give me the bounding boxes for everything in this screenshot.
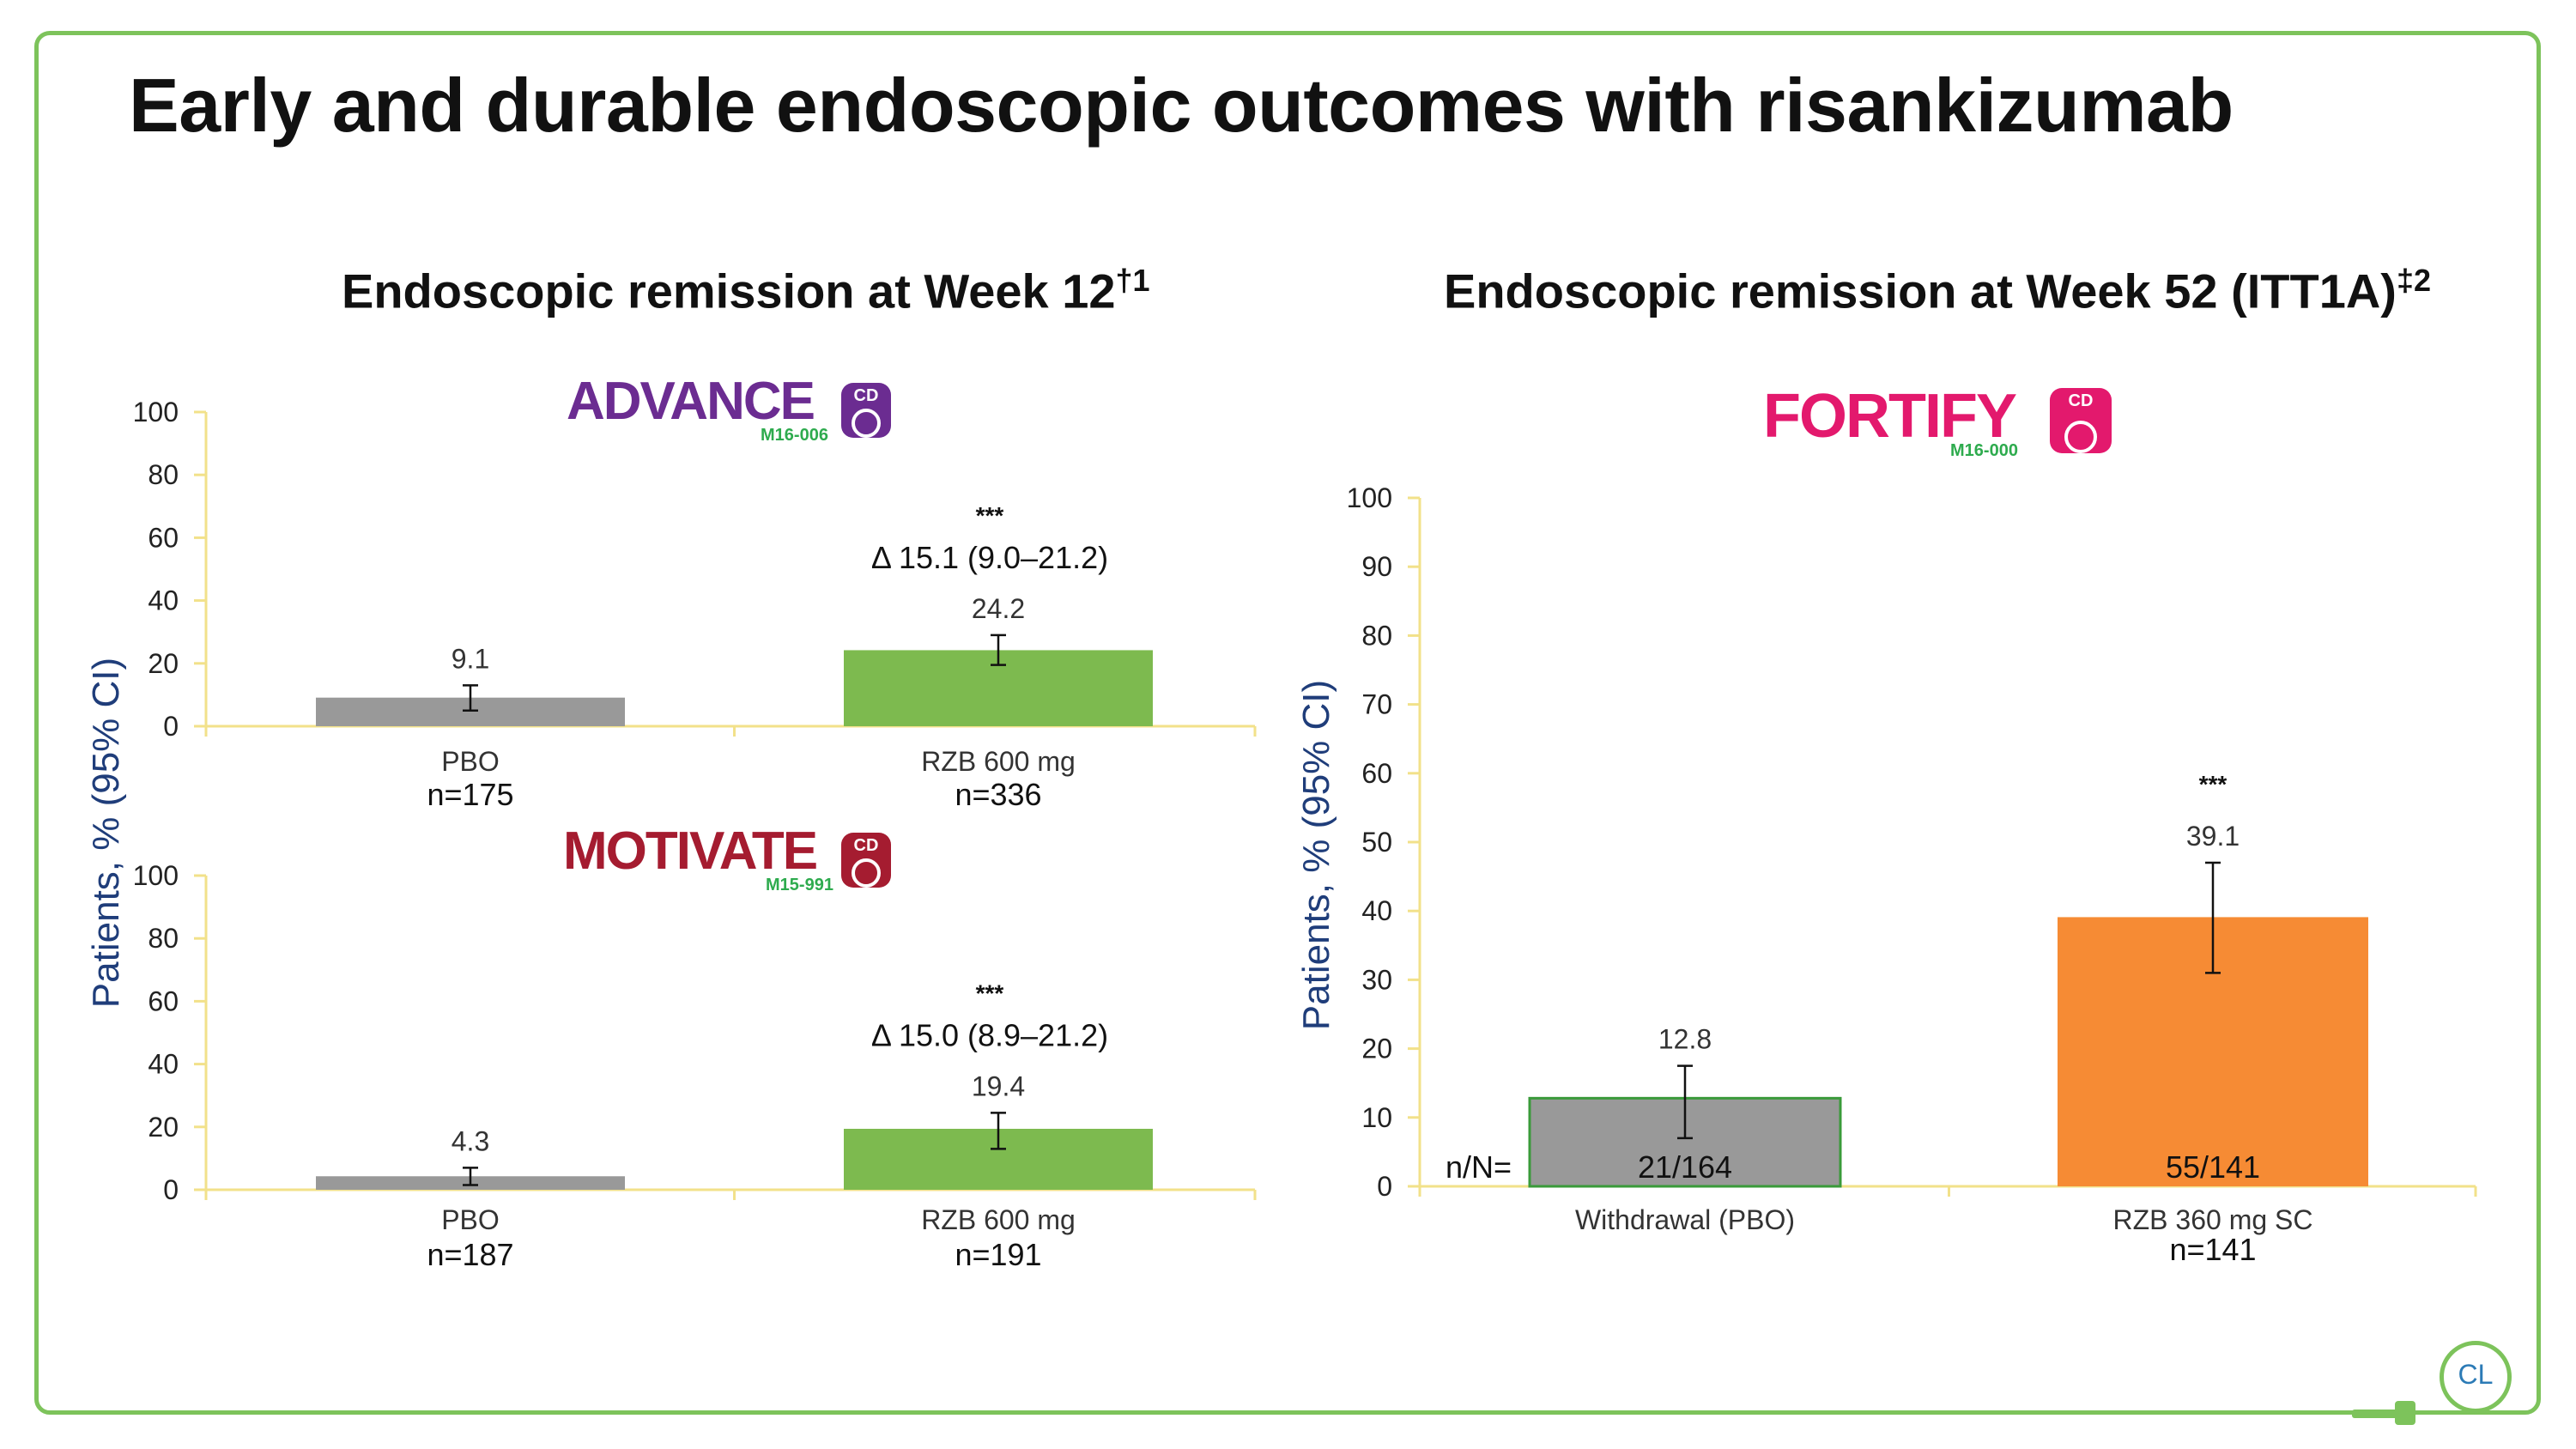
motivate-study-code: M15-991 (766, 876, 833, 894)
fortify-in-bar-label: 55/141 (2166, 1149, 2260, 1185)
advance-category-label: RZB 600 mg (921, 746, 1076, 777)
left-panel-title: Endoscopic remission at Week 12†1 (342, 263, 1150, 318)
fortify-y-tick-label: 30 (1361, 964, 1392, 995)
advance-y-tick-label: 60 (148, 522, 179, 553)
fortify-nN-label: n/N= (1446, 1149, 1512, 1185)
advance-delta-label: Δ 15.1 (9.0–21.2) (871, 540, 1108, 575)
advance-y-tick-label: 40 (148, 585, 179, 616)
fortify-category-label: Withdrawal (PBO) (1575, 1204, 1795, 1235)
motivate-y-tick-label: 100 (133, 860, 179, 891)
motivate-n-label: n=191 (955, 1237, 1041, 1272)
motivate-logo: MOTIVATE (563, 822, 818, 881)
advance-logo: ADVANCE (567, 372, 815, 431)
cl-logo-icon: CL (2440, 1341, 2512, 1413)
motivate-significance-label: *** (976, 979, 1004, 1006)
motivate-y-tick-label: 40 (148, 1049, 179, 1080)
fortify-n-label: n=141 (2169, 1232, 2256, 1267)
motivate-y-tick-label: 20 (148, 1112, 179, 1143)
plug-icon (2395, 1401, 2415, 1425)
advance-y-tick-label: 80 (148, 459, 179, 490)
motivate-value-label: 19.4 (972, 1070, 1025, 1101)
fortify-significance-label: *** (2199, 771, 2227, 797)
advance-study-code: M16-006 (761, 426, 828, 445)
cable-decoration (2352, 1410, 2403, 1418)
fortify-y-tick-label: 80 (1361, 620, 1392, 651)
motivate-y-tick-label: 80 (148, 923, 179, 954)
fortify-value-label: 39.1 (2186, 821, 2240, 852)
advance-cd-badge-icon: CD (841, 383, 891, 438)
left-panel-footnote-mark: †1 (1115, 263, 1150, 298)
motivate-category-label: RZB 600 mg (921, 1204, 1076, 1235)
fortify-y-tick-label: 40 (1361, 895, 1392, 926)
fortify-y-tick-label: 90 (1361, 551, 1392, 582)
advance-n-label: n=336 (955, 777, 1041, 812)
right-y-axis-label: Patients, % (95% CI) (1295, 680, 1337, 1030)
motivate-y-tick-label: 60 (148, 985, 179, 1016)
motivate-y-tick-label: 0 (163, 1174, 179, 1205)
fortify-y-tick-label: 60 (1361, 758, 1392, 789)
fortify-in-bar-label: 21/164 (1638, 1149, 1732, 1185)
fortify-value-label: 12.8 (1658, 1024, 1712, 1055)
fortify-y-tick-label: 0 (1377, 1171, 1392, 1202)
fortify-study-code: M16-000 (1950, 441, 2018, 460)
fortify-y-tick-label: 10 (1361, 1102, 1392, 1133)
advance-n-label: n=175 (427, 777, 513, 812)
fortify-y-tick-label: 70 (1361, 689, 1392, 720)
fortify-cd-badge-icon: CD (2050, 388, 2112, 453)
fortify-y-tick-label: 50 (1361, 827, 1392, 858)
advance-category-label: PBO (441, 746, 500, 777)
advance-y-tick-label: 0 (163, 711, 179, 742)
motivate-value-label: 4.3 (452, 1125, 489, 1156)
fortify-y-tick-label: 20 (1361, 1034, 1392, 1064)
motivate-cd-badge-icon: CD (841, 833, 891, 888)
motivate-n-label: n=187 (427, 1237, 513, 1272)
fortify-logo: FORTIFY (1763, 382, 2017, 451)
right-panel-footnote-mark: ‡2 (2396, 263, 2431, 298)
slide-title: Early and durable endoscopic outcomes wi… (129, 63, 2234, 148)
advance-y-tick-label: 100 (133, 397, 179, 427)
advance-value-label: 9.1 (452, 643, 489, 674)
advance-value-label: 24.2 (972, 593, 1025, 624)
left-y-axis-label: Patients, % (95% CI) (85, 658, 127, 1008)
advance-y-tick-label: 20 (148, 648, 179, 679)
fortify-y-tick-label: 100 (1347, 482, 1392, 513)
motivate-category-label: PBO (441, 1204, 500, 1235)
slide-frame (34, 31, 2541, 1415)
motivate-delta-label: Δ 15.0 (8.9–21.2) (871, 1017, 1108, 1052)
fortify-category-label: RZB 360 mg SC (2113, 1204, 2313, 1235)
right-panel-title: Endoscopic remission at Week 52 (ITT1A)‡… (1444, 263, 2431, 318)
advance-significance-label: *** (976, 502, 1004, 529)
